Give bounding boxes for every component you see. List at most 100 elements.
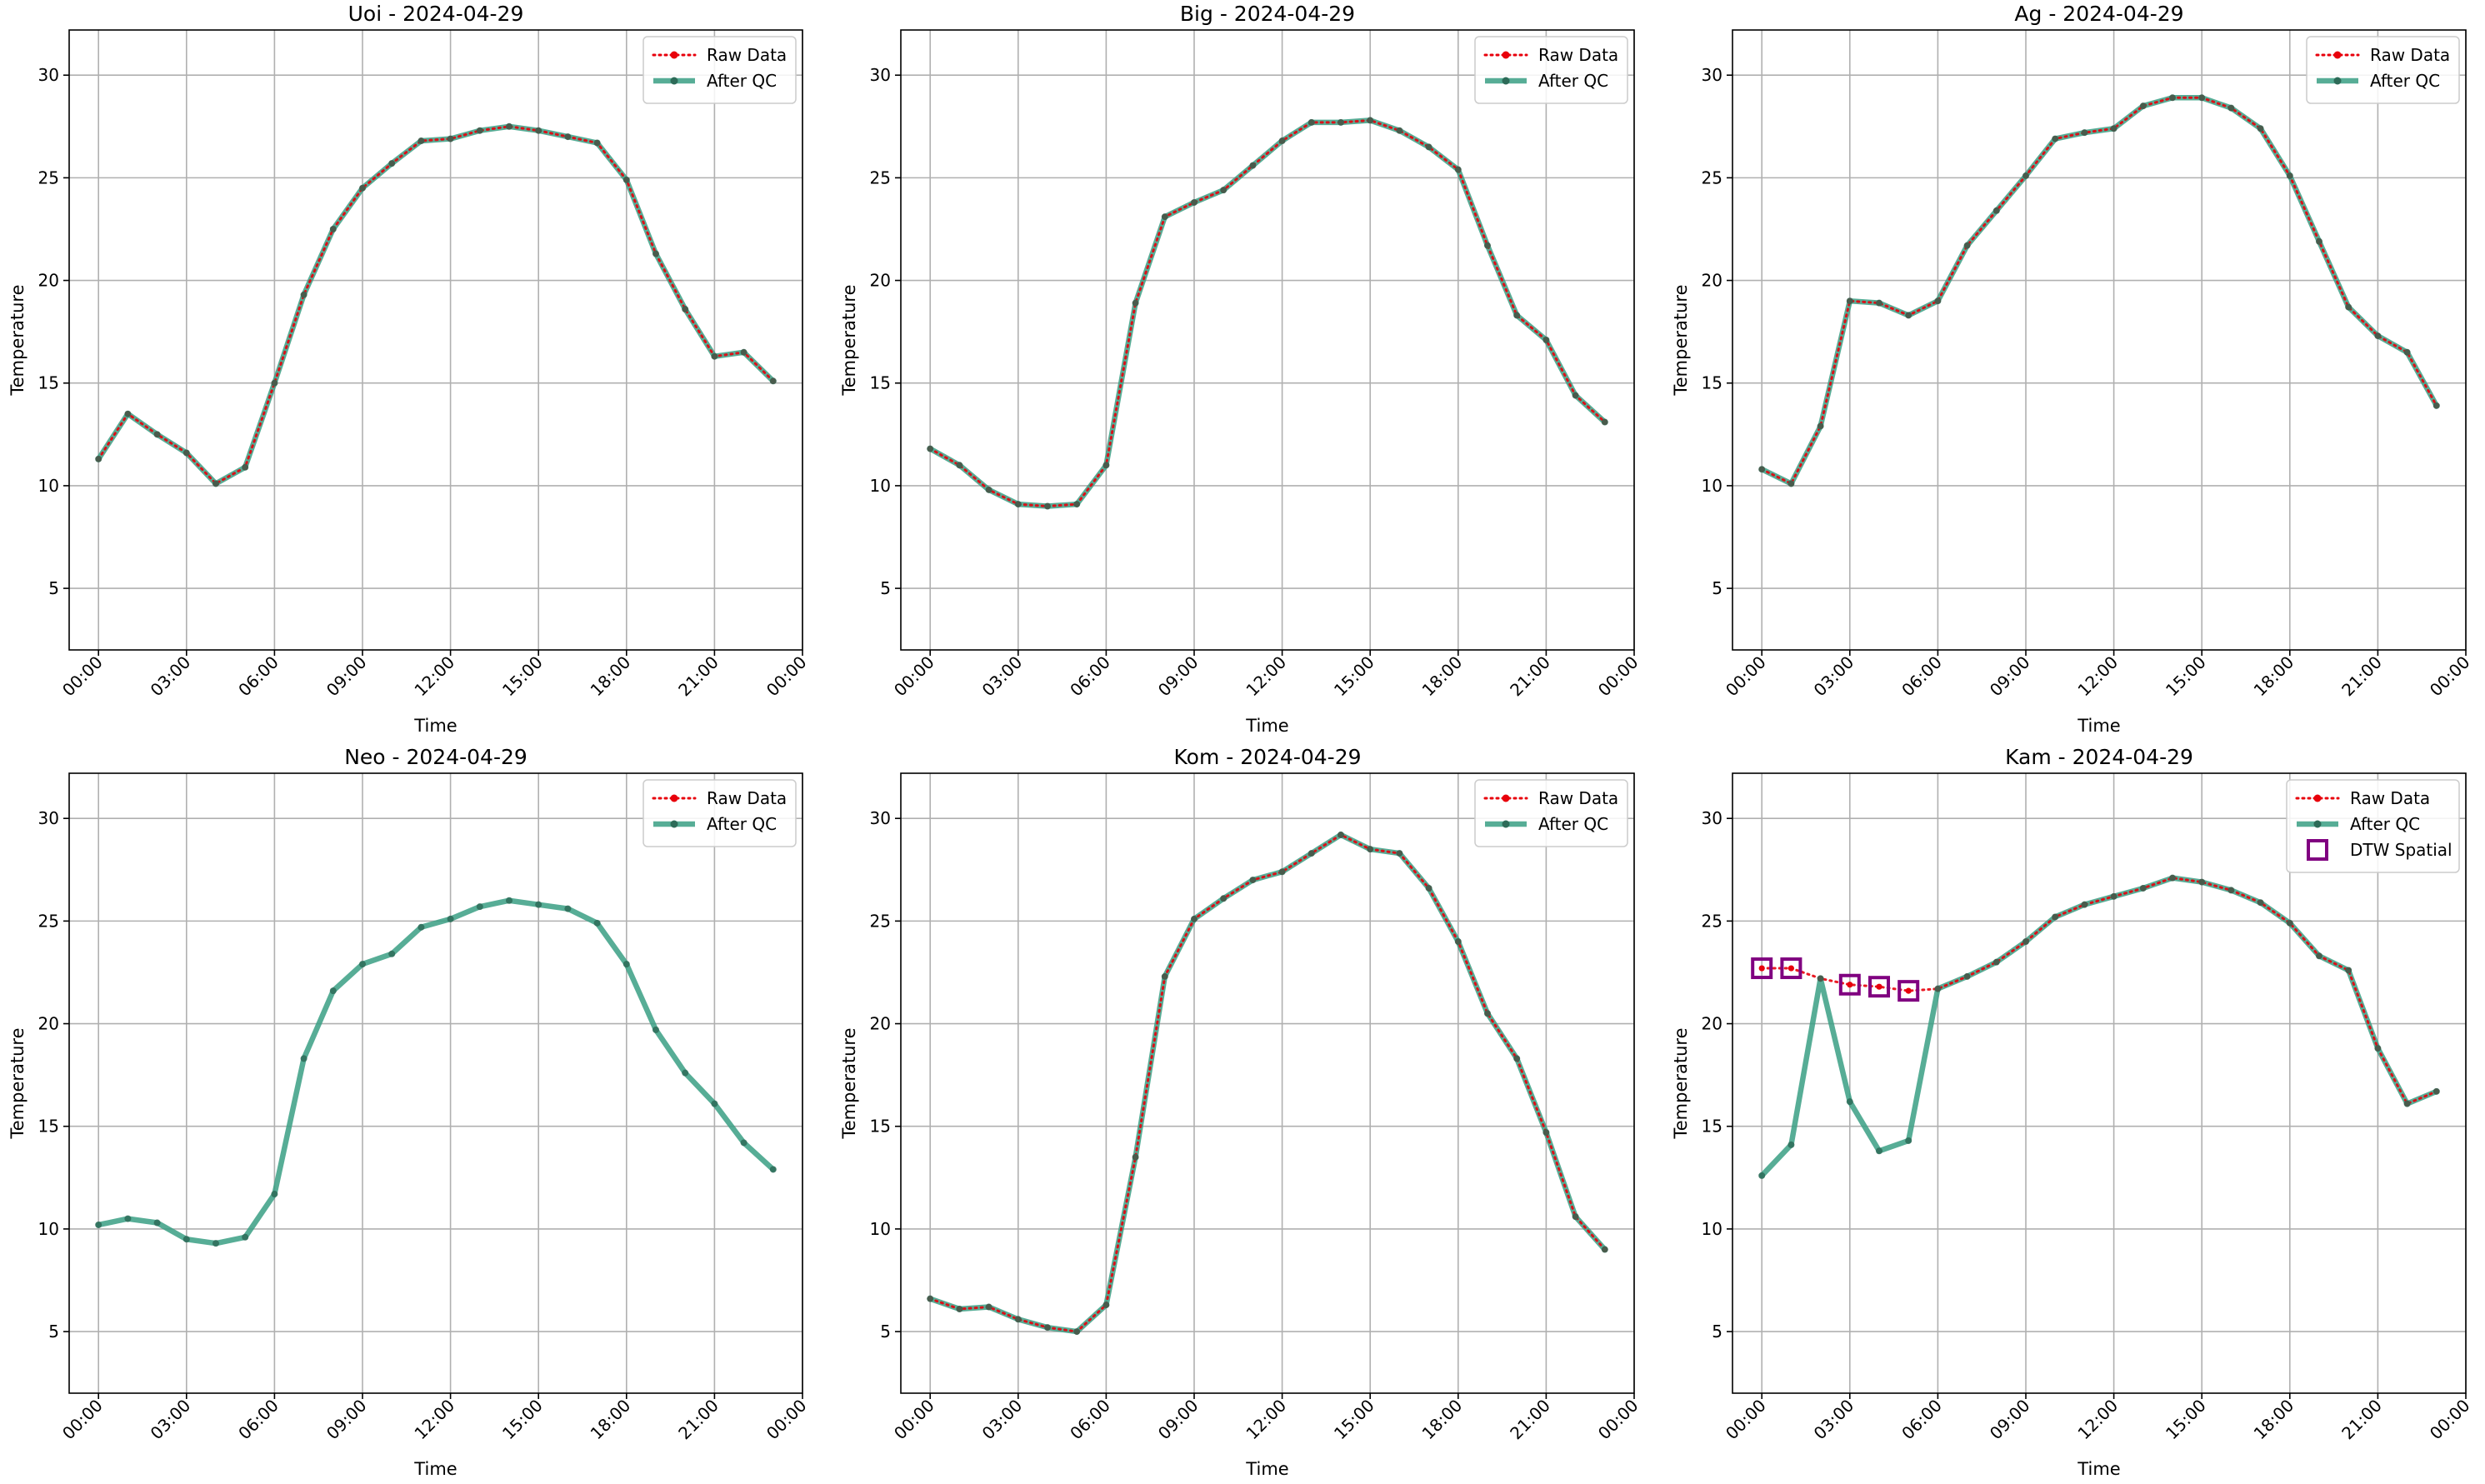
legend-dtw-swatch xyxy=(2307,839,2328,861)
legend-label: After QC xyxy=(707,71,777,91)
after-qc-point xyxy=(124,1215,132,1222)
after-qc-point xyxy=(1102,1302,1110,1309)
after-qc-point xyxy=(1249,162,1257,169)
legend-box xyxy=(2306,36,2460,104)
after-qc-point xyxy=(95,455,102,462)
after-qc-point xyxy=(927,445,934,452)
after-qc-point xyxy=(1542,337,1550,343)
y-tick-label: 15 xyxy=(870,373,891,393)
after-qc-line xyxy=(95,123,777,487)
y-tick-label: 10 xyxy=(38,1219,59,1239)
x-tick-label: 00:00 xyxy=(1722,1396,1770,1444)
y-tick-label: 15 xyxy=(38,1117,59,1137)
after-qc-point xyxy=(2169,94,2176,102)
y-tick-label: 30 xyxy=(870,808,891,828)
after-qc-point xyxy=(564,133,572,141)
raw-data-point xyxy=(1788,965,1794,972)
legend-raw-marker xyxy=(2333,51,2342,59)
after-qc-point xyxy=(622,961,630,968)
after-qc-point xyxy=(1308,118,1315,126)
after-qc-point xyxy=(271,1191,278,1198)
x-tick-label: 03:00 xyxy=(147,1396,195,1444)
after-qc-point xyxy=(359,961,366,968)
after-qc-point xyxy=(535,901,542,908)
after-qc-point xyxy=(1396,127,1403,134)
after-qc-point xyxy=(682,1069,689,1077)
plot-frame xyxy=(1732,772,2467,1394)
after-qc-point xyxy=(153,1219,161,1227)
x-tick-label: 21:00 xyxy=(2338,1396,2386,1444)
after-qc-point xyxy=(593,139,601,147)
x-tick-label: 18:00 xyxy=(587,652,635,701)
x-tick-label: 18:00 xyxy=(2250,652,2298,701)
after-qc-point xyxy=(652,250,659,257)
after-qc-point xyxy=(1484,1010,1491,1017)
x-tick-label: 18:00 xyxy=(1418,652,1467,701)
x-tick-label: 21:00 xyxy=(1506,1396,1554,1444)
legend: Raw Data After QC xyxy=(1474,779,1628,847)
after-qc-point xyxy=(2286,919,2293,927)
after-qc-point xyxy=(985,1303,992,1311)
y-tick-label: 5 xyxy=(880,1322,891,1342)
legend-qc-marker xyxy=(2313,820,2322,828)
after-qc-point xyxy=(418,137,425,145)
after-qc-point xyxy=(1758,466,1766,473)
x-tick-label: 00:00 xyxy=(762,652,811,701)
y-tick-label: 10 xyxy=(870,476,891,496)
after-qc-point xyxy=(1846,297,1853,305)
after-qc-point xyxy=(329,225,337,232)
x-tick-label: 12:00 xyxy=(2073,652,2122,701)
y-tick-label: 25 xyxy=(38,167,59,187)
after-qc-point xyxy=(476,903,483,911)
x-tick-label: 06:00 xyxy=(1898,1396,1946,1444)
after-qc-point xyxy=(564,905,572,912)
after-qc-point xyxy=(212,1240,219,1247)
legend: Raw Data After QC xyxy=(2306,36,2460,104)
after-qc-point xyxy=(388,160,396,167)
y-tick-label: 15 xyxy=(1702,373,1722,393)
after-qc-point xyxy=(2403,1100,2411,1107)
after-qc-point xyxy=(2432,402,2440,409)
after-qc-point xyxy=(2345,303,2352,311)
x-tick-label: 00:00 xyxy=(2426,1396,2474,1444)
after-qc-point xyxy=(1992,958,2000,966)
after-qc-point xyxy=(1572,1213,1579,1221)
x-tick-label: 00:00 xyxy=(1594,652,1642,701)
y-tick-label: 20 xyxy=(38,271,59,291)
dtw-spatial-marker xyxy=(1868,976,1890,998)
after-qc-line xyxy=(1758,95,2440,487)
after-qc-point xyxy=(212,480,219,487)
legend-raw-marker xyxy=(2313,794,2322,802)
x-tick-label: 00:00 xyxy=(58,652,107,701)
after-qc-line xyxy=(1758,875,2440,1179)
after-qc-point xyxy=(1396,850,1403,857)
raw-data-point xyxy=(1847,982,1853,988)
after-qc-point xyxy=(2316,237,2322,245)
after-qc-point xyxy=(1963,242,1971,249)
plot-frame xyxy=(1732,29,2467,651)
after-qc-point xyxy=(1073,501,1081,508)
legend-label: After QC xyxy=(1538,71,1608,91)
after-qc-point xyxy=(1249,877,1257,884)
x-tick-label: 15:00 xyxy=(2162,652,2210,701)
x-tick-label: 03:00 xyxy=(978,1396,1027,1444)
after-qc-point xyxy=(1278,137,1286,145)
after-qc-point xyxy=(1454,166,1462,173)
x-tick-label: 06:00 xyxy=(1066,1396,1114,1444)
after-qc-point xyxy=(711,1100,718,1107)
chart-panel: 5 10 15 20 25 30 00:00 03:00 06:00 09:00 12:00 15:0… xyxy=(1671,745,2474,1479)
after-qc-point xyxy=(769,1166,777,1173)
after-qc-point xyxy=(682,306,689,313)
after-qc-point xyxy=(2081,901,2088,908)
after-qc-point xyxy=(476,127,483,134)
chart-panel: 5 10 15 20 25 30 00:00 03:00 06:00 09:00 12:00 15:0… xyxy=(1671,2,2474,736)
raw-data-line xyxy=(97,125,775,486)
y-tick-label: 30 xyxy=(1702,65,1722,85)
y-tick-label: 20 xyxy=(1702,1014,1722,1034)
x-tick-label: 00:00 xyxy=(762,1396,811,1444)
y-axis-label: Temperature xyxy=(839,284,859,396)
after-qc-point xyxy=(1788,1141,1795,1148)
x-tick-label: 21:00 xyxy=(674,652,722,701)
after-qc-point xyxy=(1905,312,1912,319)
x-tick-label: 18:00 xyxy=(587,1396,635,1444)
